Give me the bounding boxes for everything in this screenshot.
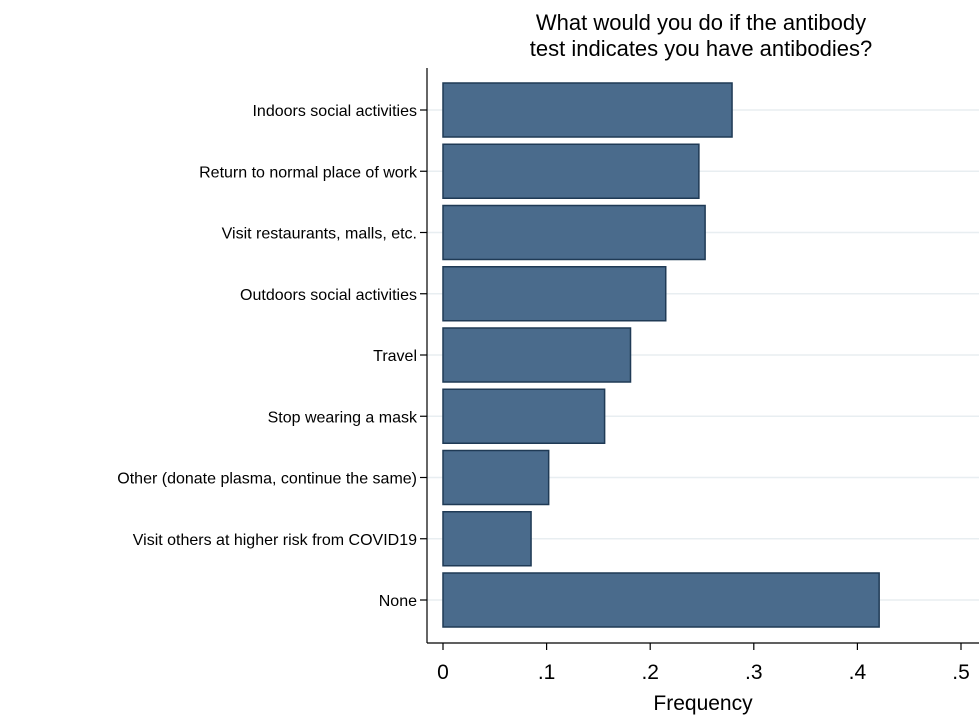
category-label: Visit others at higher risk from COVID19 [133,532,417,549]
bar [442,266,667,322]
category-label: Outdoors social activities [240,287,417,304]
x-tick-label: .3 [745,661,763,684]
bar [442,327,632,383]
x-tick-label: .5 [952,661,970,684]
bar [442,511,532,567]
category-label: Stop wearing a mask [268,409,418,426]
x-tick-label: .1 [538,661,556,684]
bars [442,82,880,628]
x-ticks: 0 .1 .2 .3 .4 .5 [437,643,970,684]
category-label: Visit restaurants, malls, etc. [222,226,417,243]
category-label: Other (donate plasma, continue the same) [117,471,417,488]
category-label: Travel [373,348,417,365]
category-labels: Indoors social activities Return to norma… [117,103,427,610]
category-label: None [379,593,417,610]
bar [442,143,700,199]
x-axis-title: Frequency [653,692,753,715]
x-tick-label: 0 [437,661,449,684]
chart-title-line-1: What would you do if the antibody [536,10,866,35]
bar [442,388,606,444]
chart-title: What would you do if the antibody test i… [530,10,872,61]
category-label: Return to normal place of work [199,164,418,181]
x-tick-label: .4 [849,661,867,684]
bar [442,204,706,261]
bar [442,82,733,138]
bar [442,572,880,628]
category-label: Indoors social activities [252,103,417,120]
bar [442,449,550,506]
chart-title-line-2: test indicates you have antibodies? [530,36,872,61]
x-tick-label: .2 [641,661,659,684]
